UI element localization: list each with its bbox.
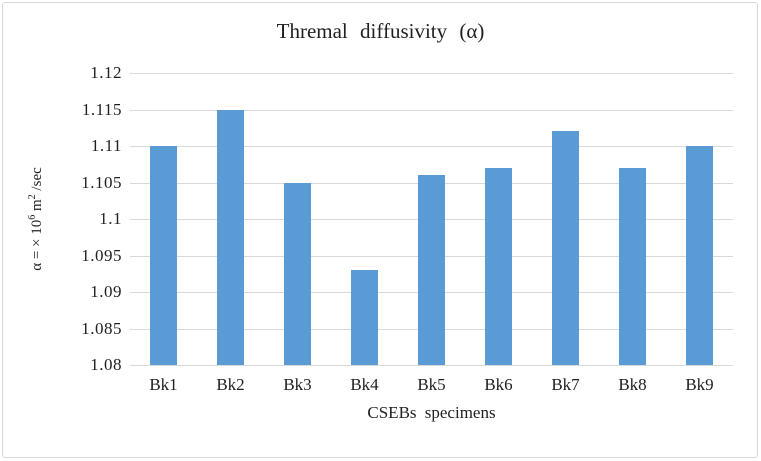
- x-axis-tick-label-bk4: Bk4: [350, 375, 379, 394]
- x-axis-title: CSEBs specimens: [367, 403, 496, 422]
- x-axis-tick-label-bk6: Bk6: [484, 375, 513, 394]
- chart-title: Thremal diffusivity (α): [276, 19, 485, 43]
- y-axis-title-text: m: [29, 199, 45, 215]
- x-axis-tick-label-bk8: Bk8: [618, 375, 647, 394]
- y-axis-tick-label: 1.085: [81, 319, 122, 338]
- bar-bk7: [552, 131, 579, 365]
- bar-bk5: [418, 175, 445, 365]
- y-axis-tick-label: 1.08: [90, 355, 122, 374]
- bar-bk6: [485, 168, 512, 365]
- x-axis-tick-label-bk7: Bk7: [551, 375, 580, 394]
- x-axis-baseline: [130, 365, 733, 366]
- y-axis-tick-label: 1.105: [81, 173, 122, 192]
- y-axis-tick-label: 1.115: [81, 100, 122, 119]
- x-axis-tick-label-bk9: Bk9: [685, 375, 714, 394]
- x-axis-tick-label-bk1: Bk1: [149, 375, 178, 394]
- y-axis-title: α = × 106 m2 /sec: [27, 73, 49, 365]
- bar-bk4: [351, 270, 378, 365]
- y-axis-tick-label: 1.12: [90, 63, 122, 82]
- x-axis-tick-label-bk3: Bk3: [283, 375, 312, 394]
- bar-bk1: [150, 146, 177, 365]
- bar-bk3: [284, 183, 311, 365]
- bar-bk9: [686, 146, 713, 365]
- x-axis-tick-label-bk2: Bk2: [216, 375, 245, 394]
- gridline: [130, 110, 733, 111]
- bar-bk2: [217, 110, 244, 365]
- y-axis-tick-label: 1.09: [90, 282, 122, 301]
- y-axis-tick-label: 1.1: [99, 209, 122, 228]
- x-axis-tick-label-bk5: Bk5: [417, 375, 446, 394]
- y-axis-tick-label: 1.095: [81, 246, 122, 265]
- bar-bk8: [619, 168, 646, 365]
- gridline: [130, 146, 733, 147]
- y-axis-title-text: α = × 10: [29, 219, 45, 271]
- y-axis-title-superscript-squared: 2: [27, 194, 38, 200]
- y-axis-title-superscript-exponent: 6: [27, 214, 38, 220]
- y-axis-tick-label: 1.11: [90, 136, 122, 155]
- y-axis-title-text: /sec: [29, 167, 45, 195]
- gridline: [130, 73, 733, 74]
